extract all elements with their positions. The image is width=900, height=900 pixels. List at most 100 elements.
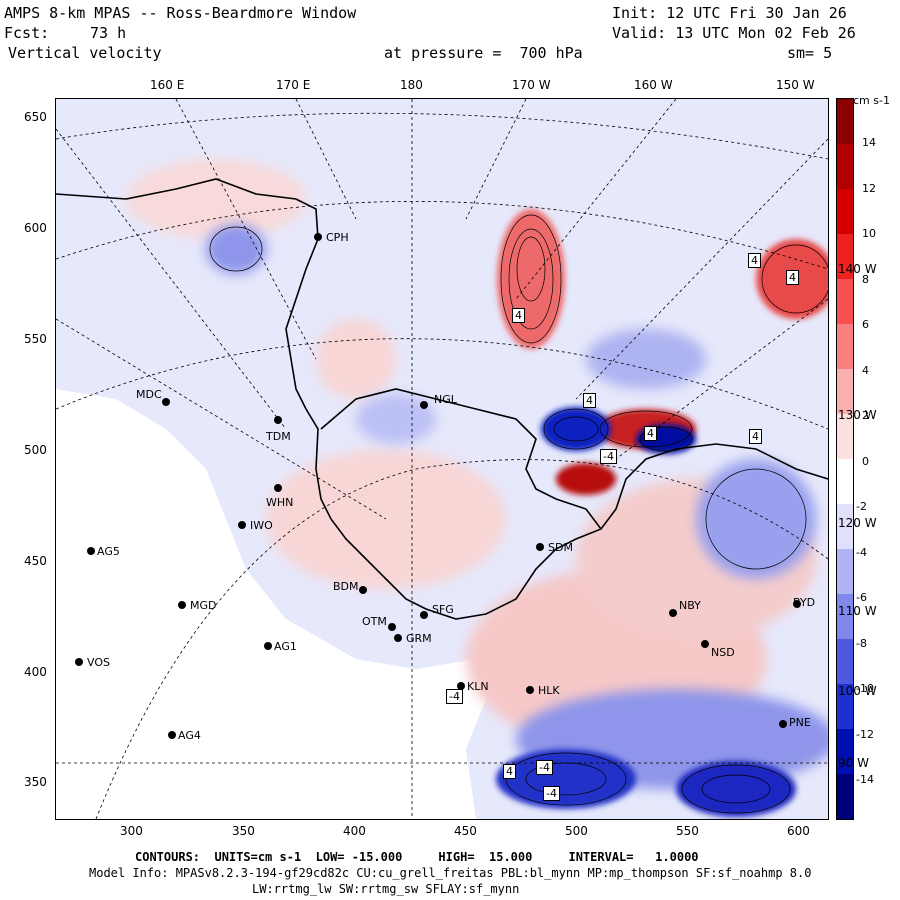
station-marker [420, 401, 428, 409]
colorbar-tick-label: -10 [856, 682, 874, 695]
colorbar-segment [837, 684, 853, 729]
station-label: NBY [679, 599, 701, 612]
y-tick-label: 650 [24, 110, 47, 124]
colorbar-segment [837, 234, 853, 279]
pressure-level: at pressure = 700 hPa [384, 44, 583, 62]
station-label: VOS [87, 656, 110, 669]
y-tick-label: 450 [24, 554, 47, 568]
top-lon-label: 150 W [776, 78, 815, 92]
station-label: CPH [326, 231, 349, 244]
station-label: TDM [266, 430, 291, 443]
top-lon-label: 170 W [512, 78, 551, 92]
contour-value-label: 4 [583, 393, 596, 408]
station-label: WHN [266, 496, 294, 509]
contour-value-label: 4 [748, 253, 761, 268]
colorbar-tick-label: -12 [856, 727, 874, 741]
contour-value-label: -4 [600, 449, 617, 464]
colorbar-segment [837, 459, 853, 504]
contour-value-label: 4 [786, 270, 799, 285]
forecast-label: Fcst: [4, 24, 50, 42]
colorbar-segment [837, 189, 853, 234]
colorbar-tick-label: -4 [856, 545, 867, 559]
station-marker [457, 682, 465, 690]
station-label: KLN [467, 680, 489, 693]
contour-value-label: 4 [749, 429, 762, 444]
right-lon-label: 140 W [838, 262, 877, 276]
station-label: SFG [432, 603, 454, 616]
colorbar-segment [837, 324, 853, 369]
colorbar-tick-label: 12 [862, 181, 876, 195]
station-marker [178, 601, 186, 609]
station-label: PNE [789, 716, 811, 729]
graticule [56, 99, 828, 819]
station-label: OTM [362, 615, 387, 628]
colorbar-segment [837, 99, 853, 144]
colorbar-tick-label: 4 [862, 363, 869, 377]
y-tick-label: 550 [24, 332, 47, 346]
x-tick-label: 400 [343, 824, 366, 838]
model-info: Model Info: MPASv8.2.3-194-gf29cd82c CU:… [89, 866, 812, 880]
contour-value-label: 4 [512, 308, 525, 323]
station-marker [536, 543, 544, 551]
top-lon-label: 170 E [276, 78, 311, 92]
y-tick-label: 500 [24, 443, 47, 457]
init-time: Init: 12 UTC Fri 30 Jan 26 [612, 4, 847, 22]
colorbar-tick-label: 0 [862, 454, 869, 468]
station-marker [264, 642, 272, 650]
colorbar-tick-label: 10 [862, 227, 876, 240]
colorbar-segment [837, 369, 853, 414]
x-tick-label: 350 [232, 824, 255, 838]
y-tick-label: 350 [24, 775, 47, 789]
model-info-physics: LW:rrtmg_lw SW:rrtmg_sw SFLAY:sf_mynn [252, 882, 520, 896]
station-label: NGL [434, 393, 457, 406]
x-tick-label: 300 [120, 824, 143, 838]
station-label: HLK [538, 684, 560, 697]
station-marker [779, 720, 787, 728]
station-marker [274, 484, 282, 492]
right-lon-label: 100 W [838, 684, 877, 698]
station-label: AG5 [97, 545, 120, 558]
x-tick-label: 550 [676, 824, 699, 838]
top-lon-label: 180 [400, 78, 423, 92]
station-marker [168, 731, 176, 739]
colorbar-segment [837, 639, 853, 684]
station-marker [238, 521, 246, 529]
vertical-velocity-map [56, 99, 828, 819]
contours [209, 214, 828, 814]
x-tick-label: 450 [454, 824, 477, 838]
y-tick-label: 400 [24, 665, 47, 679]
strong-downdraft-areas [496, 407, 796, 817]
contour-value-label: -4 [446, 689, 463, 704]
colorbar-tick-label: 14 [862, 136, 876, 149]
colorbar-tick-label: 6 [862, 318, 869, 331]
station-label: BYD [793, 596, 816, 609]
station-marker [75, 658, 83, 666]
station-marker [669, 609, 677, 617]
station-marker [526, 686, 534, 694]
colorbar-tick-label: -8 [856, 636, 867, 650]
colorbar-segment [837, 279, 853, 324]
smoothing-value: sm= 5 [787, 44, 833, 62]
colorbar-segment [837, 549, 853, 594]
forecast-hour: 73 h [90, 24, 127, 42]
colorbar-tick-label: -14 [856, 773, 874, 786]
station-marker [274, 416, 282, 424]
station-marker [420, 611, 428, 619]
x-tick-label: 600 [787, 824, 810, 838]
station-label: AG4 [178, 729, 201, 742]
station-label: MDC [136, 388, 162, 401]
colorbar-tick-label: 8 [862, 272, 869, 286]
right-lon-label: 130 W [838, 408, 877, 422]
plot-title: AMPS 8-km MPAS -- Ross-Beardmore Window [4, 4, 357, 22]
station-label: SDM [548, 541, 573, 554]
contour-value-label: -4 [543, 786, 560, 801]
map-panel [55, 98, 829, 820]
right-lon-label: 90 W [838, 756, 869, 770]
colorbar-segment [837, 504, 853, 549]
contour-value-label: -4 [536, 760, 553, 775]
station-label: NSD [711, 646, 735, 659]
colorbar [836, 98, 854, 820]
colorbar-segment [837, 144, 853, 189]
colorbar-units: cm s-1 [853, 94, 890, 107]
station-label: IWO [250, 519, 273, 532]
